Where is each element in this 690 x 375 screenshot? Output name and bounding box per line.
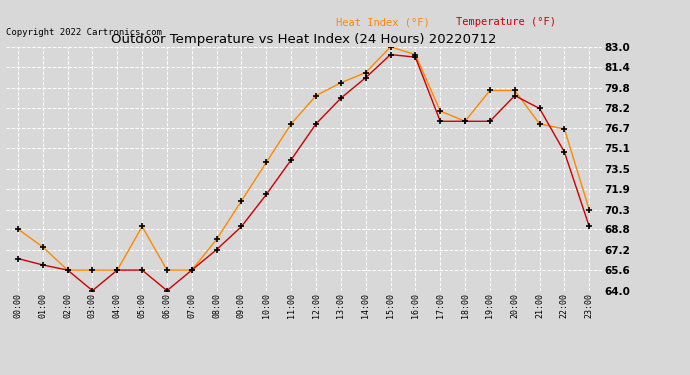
Text: Heat Index (°F): Heat Index (°F) (337, 17, 430, 27)
Text: Temperature (°F): Temperature (°F) (455, 17, 555, 27)
Title: Outdoor Temperature vs Heat Index (24 Hours) 20220712: Outdoor Temperature vs Heat Index (24 Ho… (111, 33, 496, 46)
Text: Copyright 2022 Cartronics.com: Copyright 2022 Cartronics.com (6, 28, 161, 37)
